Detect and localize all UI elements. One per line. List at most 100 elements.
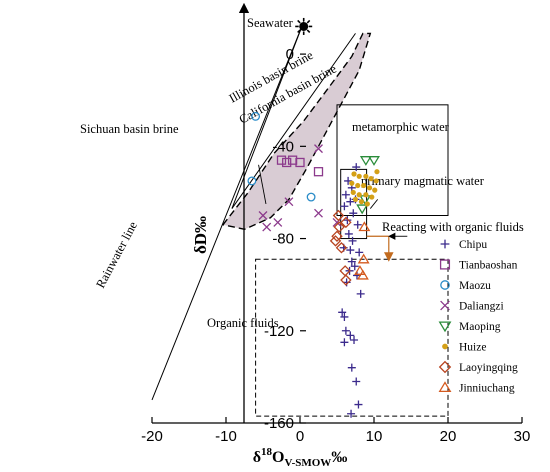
point-chipu-11 [348, 236, 357, 245]
point-chipu-6 [340, 202, 349, 211]
point-huize-15 [358, 199, 365, 205]
point-maozu-2 [306, 192, 316, 202]
legend-label-chipu: Chipu [459, 239, 487, 251]
point-chipu-23 [341, 326, 350, 335]
point-huize-14 [352, 196, 359, 202]
point-huize-8 [366, 185, 373, 191]
point-chipu-3 [341, 190, 350, 199]
y-tick-label-1: -40 [272, 138, 294, 155]
point-laoyingqing-1 [340, 216, 352, 229]
y-axis-title: δD‰ [191, 216, 210, 254]
point-chipu-26 [340, 338, 349, 347]
legend-label-laoyingqing: Laoyingqing [459, 362, 518, 374]
reference-regions [151, 17, 449, 417]
legend-label-maoping: Maoping [459, 321, 501, 333]
point-chipu-28 [352, 377, 361, 386]
point-tianbaoshan-4 [313, 167, 324, 177]
point-tianbaoshan-0 [276, 155, 287, 165]
y-tick-label-2: -80 [272, 231, 294, 248]
point-chipu-20 [356, 289, 365, 298]
y-tick-label-0: 0 [286, 46, 294, 63]
annotation-organic: Organic fluids [207, 316, 279, 330]
magmatic-leader [369, 199, 379, 209]
y-tick-label-4: -160 [264, 415, 294, 432]
point-tianbaoshan-1 [282, 157, 292, 168]
point-chipu-9 [353, 220, 362, 229]
point-maoping-0 [359, 156, 372, 166]
legend-marker-jinniuchang [438, 381, 452, 392]
annotation-magmatic: primary magmatic water [361, 174, 485, 188]
legend-marker-chipu [440, 239, 450, 249]
x-tick-label-0: -20 [141, 428, 163, 445]
x-axis-label-sub: V-SMOW [284, 457, 331, 469]
point-chipu-24 [346, 331, 355, 340]
point-daliangzi-1 [258, 211, 268, 220]
legend-label-tianbaoshan: Tianbaoshan [459, 260, 518, 272]
point-laoyingqing-3 [331, 230, 343, 242]
legend-label-daliangzi: Daliangzi [459, 301, 504, 313]
point-laoyingqing-7 [340, 274, 352, 286]
point-maoping-3 [356, 204, 369, 215]
point-chipu-4 [346, 197, 355, 206]
point-huize-11 [356, 192, 362, 198]
point-huize-0 [351, 171, 357, 177]
seawater-ray-7 [306, 19, 311, 24]
point-huize-10 [350, 189, 356, 196]
point-daliangzi-5 [314, 208, 323, 218]
point-huize-9 [372, 187, 378, 193]
y-axis-label: δD‰ [191, 216, 210, 254]
point-chipu-27 [347, 363, 356, 372]
point-laoyingqing-4 [329, 235, 342, 247]
legend-marker-daliangzi [440, 300, 450, 311]
point-chipu-13 [346, 246, 355, 255]
point-jinniuchang-1 [357, 253, 370, 264]
annotation-rainwater-group: Rainwater line [93, 219, 140, 291]
point-jinniuchang-0 [358, 221, 371, 232]
annotation-sichuan: Sichuan basin brine [80, 122, 179, 136]
point-chipu-8 [343, 216, 352, 225]
point-chipu-16 [350, 262, 359, 271]
point-tianbaoshan-3 [295, 157, 305, 168]
legend-marker-huize [442, 343, 448, 350]
data-points [247, 111, 380, 418]
point-chipu-7 [349, 209, 358, 218]
legend-marker-tianbaoshan [439, 259, 451, 270]
california-line [231, 33, 356, 209]
seawater-symbol [299, 21, 309, 31]
point-chipu-30 [347, 409, 356, 418]
point-chipu-15 [347, 257, 356, 266]
point-chipu-14 [355, 248, 364, 257]
annotation-reacting: Reacting with organic fluids [382, 220, 524, 234]
point-huize-13 [369, 194, 375, 200]
x-tick-label-2: 0 [296, 428, 304, 445]
annotation-seawater: Seawater [247, 16, 294, 30]
point-chipu-21 [338, 308, 347, 317]
point-laoyingqing-0 [332, 209, 345, 222]
x-axis-label-permil: ‰ [331, 449, 347, 466]
x-tick-label-1: -10 [215, 428, 237, 445]
point-maozu-0 [247, 176, 257, 186]
point-jinniuchang-2 [353, 265, 366, 275]
rainwater-line [151, 21, 305, 401]
seawater-ray-1 [306, 29, 311, 34]
point-chipu-0 [352, 163, 361, 172]
annotation-rainwater: Rainwater line [93, 219, 140, 291]
point-chipu-25 [350, 336, 359, 344]
point-huize-4 [373, 178, 379, 184]
x-axis-label-delta: δ [253, 449, 261, 466]
x-tick-label-3: 10 [366, 428, 383, 445]
seawater-ray-5 [297, 19, 301, 24]
y-tick-label-3: -120 [264, 323, 294, 340]
point-daliangzi-4 [284, 197, 294, 207]
point-maozu-1 [251, 111, 261, 121]
x-axis-label-mass: 18 [261, 446, 273, 458]
brine-region [221, 32, 372, 231]
point-huize-2 [363, 173, 369, 179]
sichuan-leader [258, 164, 267, 205]
y-ticks: 0 -40 -80 -120 -160 [264, 46, 306, 432]
point-chipu-10 [344, 229, 353, 238]
point-chipu-29 [354, 400, 363, 409]
point-daliangzi-2 [262, 222, 272, 232]
seawater-ray-3 [297, 29, 301, 34]
point-huize-5 [349, 180, 355, 186]
